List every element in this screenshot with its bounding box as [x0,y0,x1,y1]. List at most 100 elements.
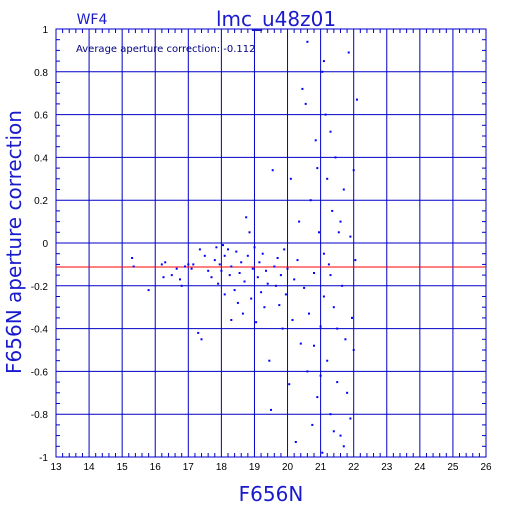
y-tick-label: 0.4 [34,153,48,164]
data-point [238,272,241,274]
data-point [283,248,286,251]
data-point [356,98,358,101]
x-axis-label: F656N [239,482,304,506]
data-point [349,235,352,238]
data-point [240,261,243,264]
data-point [132,265,135,268]
data-point [298,220,301,223]
x-tick-label: 22 [348,462,360,473]
data-point [253,246,256,249]
x-tick-label: 16 [150,462,162,473]
data-point [223,254,226,257]
data-point [256,276,259,279]
x-tick-labels: 13 14 15 16 17 18 19 20 21 22 23 24 25 26 [50,462,492,473]
x-tick-label: 24 [414,462,426,473]
x-tick-label: 21 [315,462,327,473]
data-point [313,344,315,347]
plot-frame [55,28,487,458]
data-point [248,231,251,234]
data-point [339,220,342,223]
y-tick-label: -0.6 [31,367,49,378]
data-point [334,156,337,159]
average-correction-annotation: Average aperture correction: -0.112 [76,44,256,55]
data-point [324,113,327,116]
x-tick-label: 14 [84,462,96,473]
data-point [288,383,291,386]
data-point [351,316,353,319]
data-point [215,246,218,249]
data-point [184,265,186,268]
y-tick-labels: -1 -0.8 -0.6 -0.4 -0.2 0 0.2 0.4 0.6 0.8 1 [31,25,49,464]
data-point [278,304,281,307]
data-point [326,359,329,362]
data-point [306,370,309,373]
data-point [354,259,357,262]
data-point [293,278,296,281]
data-point [230,319,233,321]
data-point [243,280,246,283]
data-point [337,231,340,234]
data-point [268,359,271,362]
data-point [131,257,134,259]
data-point [336,327,339,330]
data-point [299,342,302,345]
data-point [197,331,200,334]
data-point [329,413,332,416]
data-point [339,434,342,437]
y-tick-label: 1 [42,25,48,36]
data-point [250,297,253,300]
data-point [207,269,210,272]
y-tick-label: 0.2 [34,196,48,207]
data-point [289,177,292,180]
panel-label: WF4 [77,12,108,28]
data-point [245,216,248,219]
x-tick-label: 15 [117,462,129,473]
data-point [296,259,299,262]
data-point [228,274,231,277]
data-point [190,267,193,270]
data-point [321,70,324,73]
data-point [235,250,238,253]
data-point [179,278,181,281]
data-point [347,51,350,54]
data-point [322,295,325,298]
data-point [306,40,309,43]
y-tick-label: -0.4 [31,325,49,336]
y-tick-label: 0.6 [34,111,48,122]
data-point [271,169,274,172]
data-point [344,338,347,341]
data-point [192,263,195,266]
data-point [217,282,220,285]
data-point [322,60,325,63]
data-point [251,267,254,270]
y-axis-label: F656N aperture correction [2,110,26,374]
y-tick-label: 0.8 [34,68,48,79]
data-point [309,199,312,202]
data-point [233,289,236,292]
data-point [261,252,264,255]
data-point [318,231,320,234]
data-point [265,269,267,272]
data-point [321,451,324,454]
data-point [303,286,306,289]
data-point [200,338,203,341]
x-tick-label: 13 [50,462,62,473]
data-point [352,169,355,172]
data-point [241,312,244,315]
data-point [342,445,345,448]
x-tick-label: 25 [447,462,459,473]
data-point [311,423,314,426]
data-point [286,267,289,270]
data-point [170,274,173,277]
data-point [213,259,216,262]
x-tick-label: 20 [282,462,294,473]
data-point [281,327,284,330]
data-point [316,167,319,170]
data-point [342,188,345,191]
data-point [203,254,206,257]
x-tick-label: 17 [183,462,195,473]
data-point [332,306,335,309]
data-point [273,265,276,268]
data-point [222,244,224,247]
